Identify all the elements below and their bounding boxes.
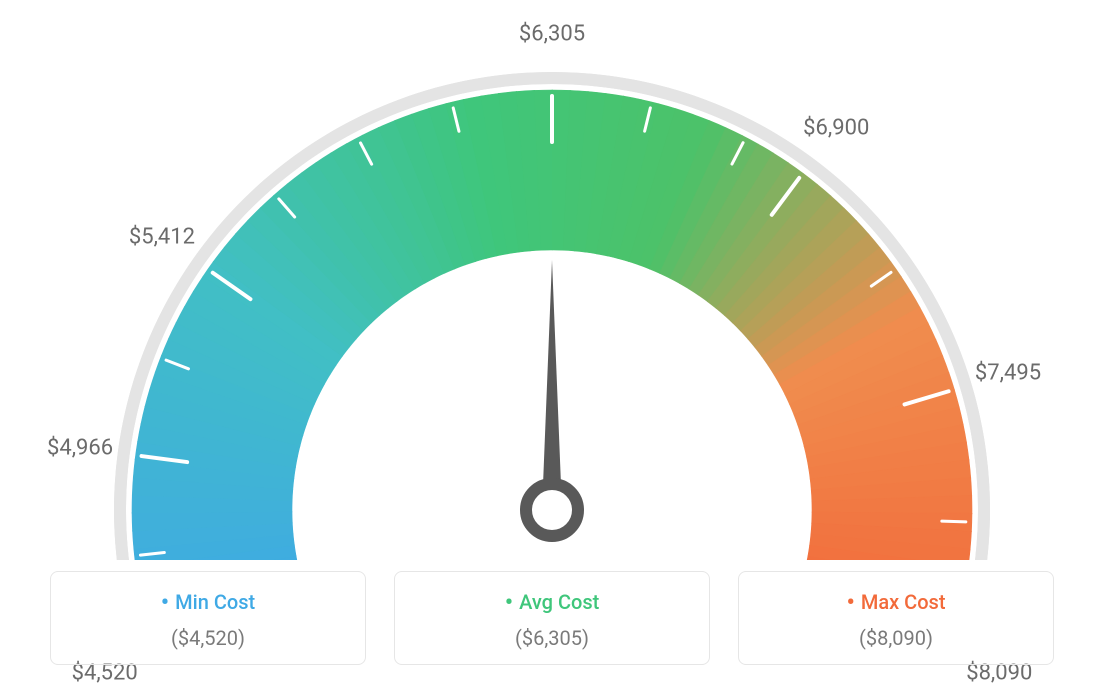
gauge-tick-label: $7,495 [975,361,1041,386]
gauge-tick-label: $6,900 [803,116,869,141]
legend-value-max: ($8,090) [749,626,1043,650]
gauge-tick-label: $5,412 [129,225,195,250]
gauge-tick-label: $4,966 [47,435,113,460]
legend-value-min: ($4,520) [61,626,355,650]
legend-card-avg: Avg Cost ($6,305) [394,571,710,665]
legend-row: Min Cost ($4,520) Avg Cost ($6,305) Max … [50,571,1054,665]
legend-title-avg: Avg Cost [405,588,699,616]
legend-title-max: Max Cost [749,588,1043,616]
legend-card-min: Min Cost ($4,520) [50,571,366,665]
legend-value-avg: ($6,305) [405,626,699,650]
gauge-svg [0,0,1104,560]
gauge-tick-label: $6,305 [519,22,585,47]
legend-title-min: Min Cost [61,588,355,616]
cost-gauge-chart: $4,520$4,966$5,412$6,305$6,900$7,495$8,0… [0,0,1104,560]
legend-card-max: Max Cost ($8,090) [738,571,1054,665]
